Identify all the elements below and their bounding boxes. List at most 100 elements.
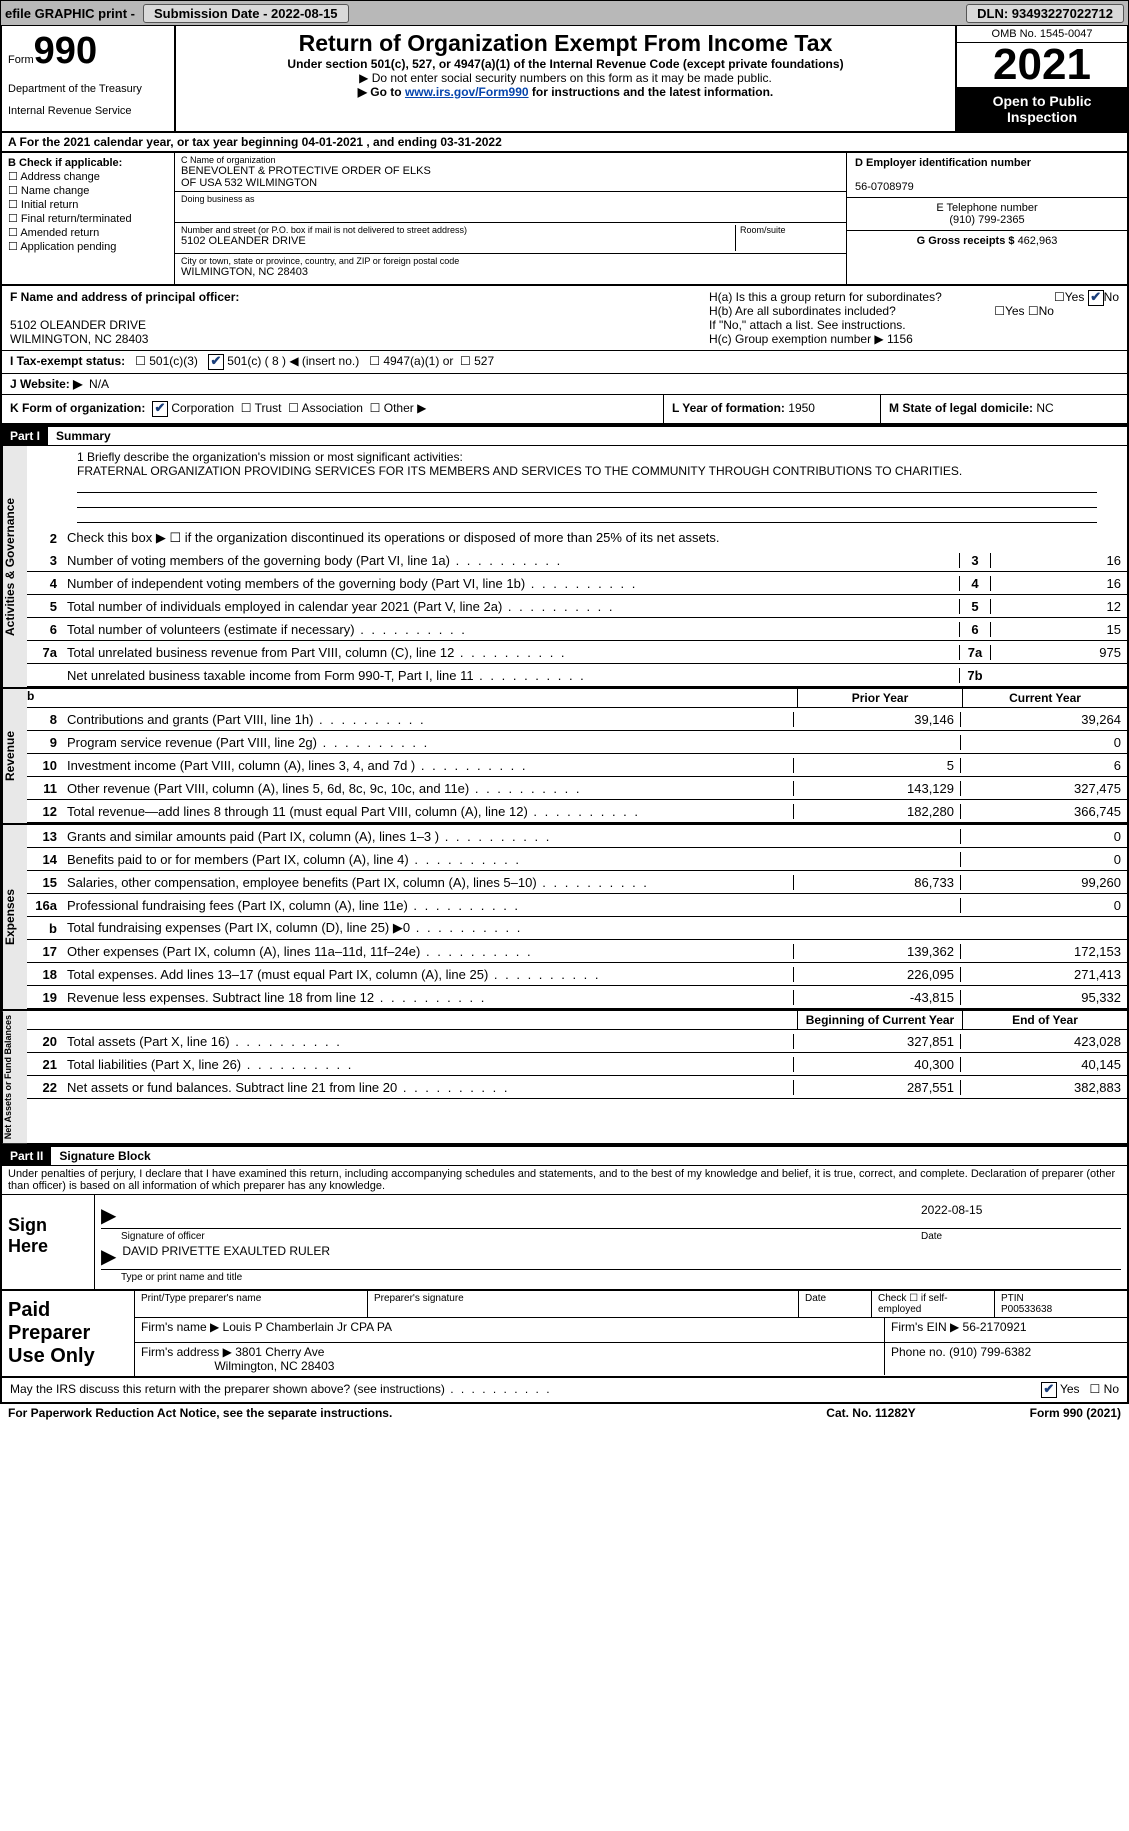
room-label: Room/suite: [740, 225, 840, 235]
goto-post: for instructions and the latest informat…: [529, 85, 774, 99]
form-word: Form: [8, 54, 34, 66]
l-value: 1950: [788, 401, 815, 415]
phone-label: E Telephone number: [936, 202, 1037, 214]
cb-app-pending[interactable]: ☐ Application pending: [8, 240, 168, 253]
hb-note: If "No," attach a list. See instructions…: [709, 318, 1119, 332]
summary-line: 20Total assets (Part X, line 16)327,8514…: [27, 1030, 1127, 1053]
discuss-yes-checkbox[interactable]: [1041, 1382, 1057, 1398]
m-value: NC: [1036, 401, 1053, 415]
inspect2: Inspection: [959, 109, 1125, 125]
begin-year-header: Beginning of Current Year: [797, 1011, 962, 1029]
col-d-ein: D Employer identification number 56-0708…: [847, 153, 1127, 284]
gross-value: 462,963: [1018, 235, 1058, 247]
summary-line: 8Contributions and grants (Part VIII, li…: [27, 708, 1127, 731]
preparer-block: Paid Preparer Use Only Print/Type prepar…: [0, 1291, 1129, 1378]
block-fh: F Name and address of principal officer:…: [0, 286, 1129, 351]
summary-line: 5Total number of individuals employed in…: [27, 595, 1127, 618]
sign-block: Sign Here ▶ 2022-08-15 Signature of offi…: [0, 1194, 1129, 1291]
cb-final-return[interactable]: ☐ Final return/terminated: [8, 212, 168, 225]
summary-line: 13Grants and similar amounts paid (Part …: [27, 825, 1127, 848]
k-corp-checkbox[interactable]: [152, 401, 168, 417]
mission-text: FRATERNAL ORGANIZATION PROVIDING SERVICE…: [77, 464, 1097, 478]
part2-label: Part II: [2, 1147, 51, 1165]
summary-line: 22Net assets or fund balances. Subtract …: [27, 1076, 1127, 1099]
part1-label: Part I: [2, 427, 48, 445]
col-c-org-info: C Name of organization BENEVOLENT & PROT…: [175, 153, 847, 284]
city-label: City or town, state or province, country…: [181, 256, 840, 266]
hb-label: H(b) Are all subordinates included?: [709, 304, 896, 318]
footer-row: For Paperwork Reduction Act Notice, see …: [0, 1404, 1129, 1422]
submission-date-button[interactable]: Submission Date - 2022-08-15: [143, 4, 349, 23]
ha-no-checkbox[interactable]: [1088, 290, 1104, 306]
prep-h4: Check ☐ if self-employed: [872, 1291, 995, 1317]
summary-line: 12Total revenue—add lines 8 through 11 (…: [27, 800, 1127, 823]
sig-date: 2022-08-15: [921, 1203, 1121, 1228]
dba-label: Doing business as: [181, 194, 840, 204]
irs-link[interactable]: www.irs.gov/Form990: [405, 85, 529, 99]
summary-revenue: Revenue b Prior Year Current Year 8Contr…: [0, 689, 1129, 825]
top-bar: efile GRAPHIC print - Submission Date - …: [0, 0, 1129, 26]
dln-button[interactable]: DLN: 93493227022712: [966, 4, 1124, 23]
form-header: Form990 Department of the Treasury Inter…: [0, 26, 1129, 133]
col-b-label: B Check if applicable:: [8, 157, 122, 169]
summary-line: bTotal fundraising expenses (Part IX, co…: [27, 917, 1127, 940]
firm-phone: (910) 799-6382: [949, 1345, 1031, 1359]
summary-line: 3Number of voting members of the governi…: [27, 549, 1127, 572]
line2-text: Check this box ▶ ☐ if the organization d…: [63, 528, 1127, 548]
row-klm: K Form of organization: Corporation ☐ Tr…: [0, 395, 1129, 425]
paperwork-notice: For Paperwork Reduction Act Notice, see …: [8, 1406, 771, 1420]
part1-header: Part I Summary: [0, 425, 1129, 446]
prep-h3: Date: [799, 1291, 872, 1317]
block-bcd: B Check if applicable: ☐ Address change …: [0, 153, 1129, 286]
summary-line: 10Investment income (Part VIII, column (…: [27, 754, 1127, 777]
summary-line: 18Total expenses. Add lines 13–17 (must …: [27, 963, 1127, 986]
irs-label: Internal Revenue Service: [8, 105, 168, 117]
city: WILMINGTON, NC 28403: [181, 266, 840, 278]
i-label: I Tax-exempt status:: [10, 354, 125, 368]
summary-line: 7aTotal unrelated business revenue from …: [27, 641, 1127, 664]
part1-title: Summary: [48, 427, 119, 445]
form-subtitle1: Under section 501(c), 527, or 4947(a)(1)…: [184, 57, 947, 71]
cb-name-change[interactable]: ☐ Name change: [8, 184, 168, 197]
org-name-label: C Name of organization: [181, 155, 840, 165]
ein-label: D Employer identification number: [855, 157, 1031, 169]
ptin-value: P00533638: [1001, 1304, 1052, 1315]
prep-h1: Print/Type preparer's name: [135, 1291, 368, 1317]
501c-checkbox[interactable]: [208, 354, 224, 370]
gross-label: G Gross receipts $: [917, 235, 1015, 247]
part2-header: Part II Signature Block: [0, 1145, 1129, 1166]
summary-line: 4Number of independent voting members of…: [27, 572, 1127, 595]
summary-line: 16aProfessional fundraising fees (Part I…: [27, 894, 1127, 917]
form-title: Return of Organization Exempt From Incom…: [184, 30, 947, 57]
cb-initial-return[interactable]: ☐ Initial return: [8, 198, 168, 211]
penalties-text: Under penalties of perjury, I declare th…: [0, 1166, 1129, 1194]
summary-line: 11Other revenue (Part VIII, column (A), …: [27, 777, 1127, 800]
summary-line: 15Salaries, other compensation, employee…: [27, 871, 1127, 894]
summary-netassets: Net Assets or Fund Balances Beginning of…: [0, 1011, 1129, 1145]
hc-label: H(c) Group exemption number ▶: [709, 332, 884, 346]
date-label: Date: [921, 1231, 1121, 1242]
tax-year: 2021: [957, 43, 1127, 87]
name-label: Type or print name and title: [101, 1272, 1121, 1283]
m-label: M State of legal domicile:: [889, 401, 1033, 415]
j-value: N/A: [89, 377, 109, 391]
row-i-tax-status: I Tax-exempt status: ☐ 501(c)(3) 501(c) …: [0, 351, 1129, 374]
officer-name: DAVID PRIVETTE EXAULTED RULER: [122, 1244, 330, 1269]
summary-expenses: Expenses 13Grants and similar amounts pa…: [0, 825, 1129, 1011]
street: 5102 OLEANDER DRIVE: [181, 235, 735, 247]
arrow-icon-2: ▶: [101, 1244, 116, 1269]
end-year-header: End of Year: [962, 1011, 1127, 1029]
f-addr2: WILMINGTON, NC 28403: [10, 332, 148, 346]
cb-address-change[interactable]: ☐ Address change: [8, 170, 168, 183]
mission-label: 1 Briefly describe the organization's mi…: [77, 450, 1097, 464]
summary-line: 21Total liabilities (Part X, line 26)40,…: [27, 1053, 1127, 1076]
vtab-revenue: Revenue: [2, 689, 27, 823]
summary-governance: Activities & Governance 1 Briefly descri…: [0, 446, 1129, 689]
summary-line: 14Benefits paid to or for members (Part …: [27, 848, 1127, 871]
cb-amended-return[interactable]: ☐ Amended return: [8, 226, 168, 239]
summary-line: 9Program service revenue (Part VIII, lin…: [27, 731, 1127, 754]
org-name2: OF USA 532 WILMINGTON: [181, 177, 840, 189]
vtab-netassets: Net Assets or Fund Balances: [2, 1011, 27, 1143]
firm-phone-label: Phone no.: [891, 1345, 946, 1359]
discuss-text: May the IRS discuss this return with the…: [10, 1382, 552, 1396]
